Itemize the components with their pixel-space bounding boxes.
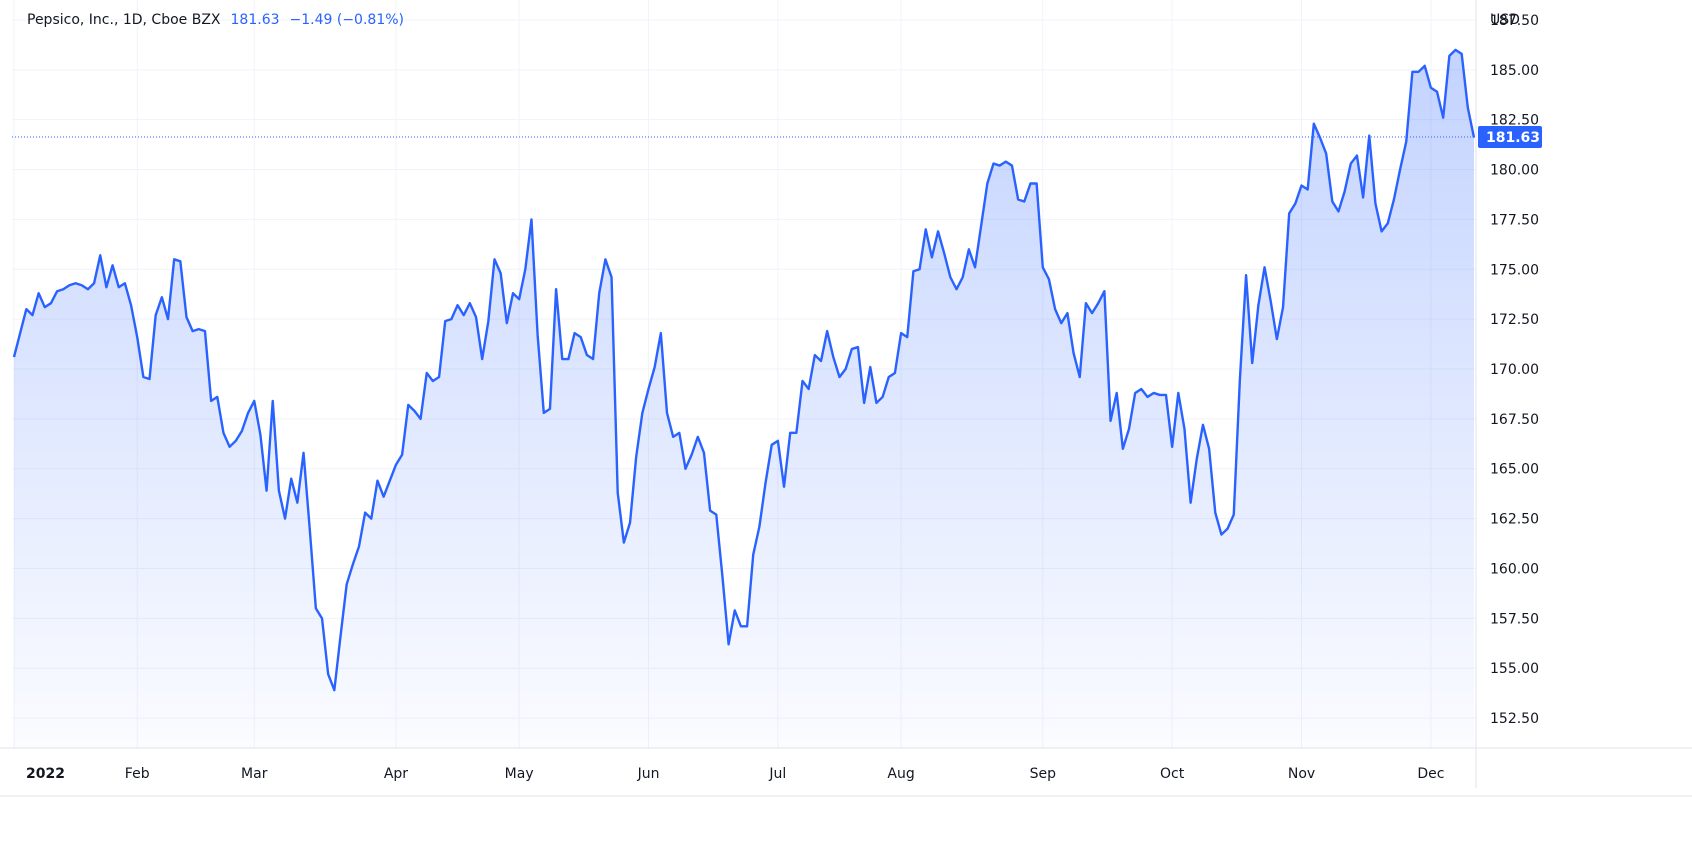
price-series-line bbox=[12, 48, 1476, 692]
y-tick-label: 185.00 bbox=[1490, 63, 1539, 79]
x-tick-label: 2022 bbox=[26, 766, 65, 782]
y-tick-label: 182.50 bbox=[1490, 113, 1539, 129]
last-price-badge bbox=[1478, 126, 1542, 149]
x-tick-label: Dec bbox=[1417, 766, 1444, 782]
y-tick-label: 177.50 bbox=[1490, 212, 1539, 228]
x-tick-label: Apr bbox=[384, 766, 408, 782]
x-tick-label: Jun bbox=[637, 766, 660, 782]
x-tick-label: Aug bbox=[887, 766, 914, 782]
axes: 152.50 155.00 157.50 160.00 162.50 165.00 167.… bbox=[0, 0, 1692, 797]
y-tick-label: 167.50 bbox=[1490, 412, 1539, 428]
y-tick-label: 155.00 bbox=[1490, 661, 1539, 677]
currency-unit-label: USD bbox=[1490, 12, 1520, 28]
price-area bbox=[14, 49, 1474, 749]
y-tick-label: 152.50 bbox=[1490, 711, 1539, 727]
x-tick-label: Sep bbox=[1030, 766, 1057, 782]
x-tick-label: Oct bbox=[1160, 766, 1185, 782]
y-tick-label: 175.00 bbox=[1490, 262, 1539, 278]
x-tick-label: Jul bbox=[768, 766, 786, 782]
x-tick-label: Feb bbox=[125, 766, 150, 782]
price-line-group bbox=[12, 48, 1476, 692]
y-tick-label: 172.50 bbox=[1490, 312, 1539, 328]
chart-legend: Pepsico, Inc., 1D, Cboe BZX 181.63 −1.49… bbox=[27, 12, 404, 28]
price-area-fill bbox=[14, 49, 1474, 749]
x-tick-label: Nov bbox=[1288, 766, 1315, 782]
y-tick-label: 170.00 bbox=[1490, 362, 1539, 378]
y-tick-label: 187.50 bbox=[1490, 13, 1539, 29]
y-tick-label: 157.50 bbox=[1490, 611, 1539, 627]
price-change-value: −1.49 (−0.81%) bbox=[289, 12, 404, 28]
x-tick-label: May bbox=[505, 766, 534, 782]
symbol-title: Pepsico, Inc., 1D, Cboe BZX bbox=[27, 12, 221, 28]
y-tick-label: 160.00 bbox=[1490, 561, 1539, 577]
x-tick-label: Mar bbox=[241, 766, 268, 782]
last-price-badge-label: 181.63 bbox=[1486, 130, 1540, 146]
y-tick-label: 162.50 bbox=[1490, 512, 1539, 528]
y-tick-label: 165.00 bbox=[1490, 462, 1539, 478]
y-tick-label: 180.00 bbox=[1490, 163, 1539, 179]
last-price-value: 181.63 bbox=[230, 12, 280, 28]
